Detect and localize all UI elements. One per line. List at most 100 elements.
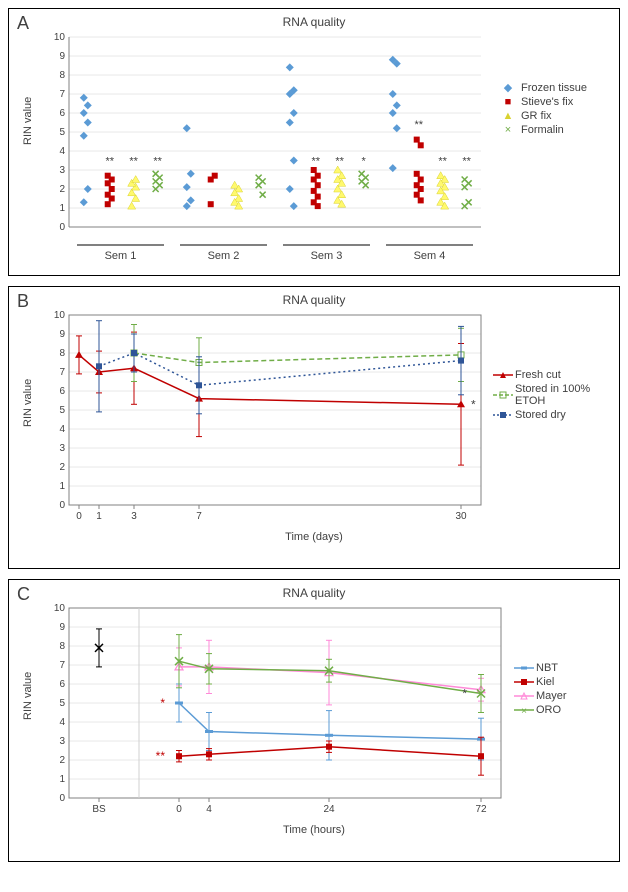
svg-text:**: ** xyxy=(105,155,114,167)
svg-text:5: 5 xyxy=(59,698,65,709)
svg-text:9: 9 xyxy=(59,329,65,340)
svg-text:3: 3 xyxy=(59,165,65,176)
panel-a: A RNA quality RIN value 012345678910****… xyxy=(8,8,620,276)
svg-text:Sem 2: Sem 2 xyxy=(208,250,240,262)
legend-frozen: ◆Frozen tissue xyxy=(499,81,609,94)
line-nbt-icon xyxy=(514,663,532,673)
svg-text:**: ** xyxy=(335,155,344,167)
svg-text:2: 2 xyxy=(59,462,65,473)
line-kiel-icon xyxy=(514,677,532,687)
svg-text:3: 3 xyxy=(59,443,65,454)
svg-text:7: 7 xyxy=(196,511,202,522)
svg-text:10: 10 xyxy=(54,603,66,614)
legend-formalin: ×Formalin xyxy=(499,124,609,136)
panel-b-plot-area: 012345678910013730* xyxy=(37,309,493,527)
svg-text:4: 4 xyxy=(59,424,65,435)
panel-b-title: RNA quality xyxy=(19,293,609,307)
panel-a-label: A xyxy=(17,13,29,34)
panel-c-title: RNA quality xyxy=(19,586,609,600)
panel-b-label: B xyxy=(17,291,29,312)
svg-text:Sem 3: Sem 3 xyxy=(311,250,343,262)
svg-text:**: ** xyxy=(153,155,162,167)
svg-text:10: 10 xyxy=(54,310,66,321)
line-oro-icon: × xyxy=(514,705,532,715)
svg-text:×: × xyxy=(521,706,527,715)
svg-text:0: 0 xyxy=(59,222,65,233)
svg-text:72: 72 xyxy=(475,804,487,815)
panel-c-label: C xyxy=(17,584,30,605)
svg-text:6: 6 xyxy=(59,108,65,119)
legend-fresh: Fresh cut xyxy=(493,369,609,381)
svg-text:7: 7 xyxy=(59,367,65,378)
svg-text:1: 1 xyxy=(59,203,65,214)
legend-gr: ▲GR fix xyxy=(499,110,609,122)
panel-a-legend: ◆Frozen tissue ■Stieve's fix ▲GR fix ×Fo… xyxy=(499,31,609,241)
triangle-icon: ▲ xyxy=(499,110,517,122)
panel-c-svg: 012345678910BS042472**** xyxy=(37,602,507,820)
svg-text:8: 8 xyxy=(59,70,65,81)
cross-icon: × xyxy=(499,124,517,136)
svg-text:**: ** xyxy=(156,749,166,763)
svg-text:1: 1 xyxy=(96,511,102,522)
svg-text:*: * xyxy=(160,696,165,710)
panel-c: C RNA quality RIN value 012345678910BS04… xyxy=(8,579,620,862)
svg-text:7: 7 xyxy=(59,89,65,100)
legend-mayer: Mayer xyxy=(514,690,609,702)
svg-text:**: ** xyxy=(438,155,447,167)
panel-c-plot-area: 012345678910BS042472**** xyxy=(37,602,514,820)
panel-b-ylabel: RIN value xyxy=(22,409,34,427)
line-solid-icon xyxy=(493,370,511,380)
svg-text:9: 9 xyxy=(59,51,65,62)
svg-text:**: ** xyxy=(129,155,138,167)
svg-text:0: 0 xyxy=(176,804,182,815)
svg-text:6: 6 xyxy=(59,679,65,690)
svg-text:**: ** xyxy=(462,155,471,167)
panel-a-title: RNA quality xyxy=(19,15,609,29)
legend-stieve: ■Stieve's fix xyxy=(499,96,609,108)
svg-text:3: 3 xyxy=(131,511,137,522)
svg-text:**: ** xyxy=(311,155,320,167)
panel-b-svg: 012345678910013730* xyxy=(37,309,487,527)
svg-text:3: 3 xyxy=(59,736,65,747)
panel-a-categories: Sem 1Sem 2Sem 3Sem 4 xyxy=(37,241,627,269)
svg-text:*: * xyxy=(462,687,467,701)
svg-text:4: 4 xyxy=(59,717,65,728)
svg-text:1: 1 xyxy=(59,774,65,785)
svg-text:5: 5 xyxy=(59,127,65,138)
svg-text:0: 0 xyxy=(76,511,82,522)
panel-a-svg: 012345678910***************** xyxy=(37,31,487,241)
legend-etoh: Stored in 100% ETOH xyxy=(493,383,609,407)
svg-text:0: 0 xyxy=(59,793,65,804)
legend-nbt: NBT xyxy=(514,662,609,674)
svg-text:*: * xyxy=(471,397,476,411)
panel-a-plot-area: 012345678910***************** xyxy=(37,31,499,241)
panel-c-legend: NBT Kiel Mayer ×ORO xyxy=(514,602,609,820)
panel-b-xlabel: Time (days) xyxy=(19,531,609,543)
svg-text:4: 4 xyxy=(206,804,212,815)
square-icon: ■ xyxy=(499,96,517,108)
panel-b: B RNA quality RIN value 0123456789100137… xyxy=(8,286,620,569)
svg-text:1: 1 xyxy=(59,481,65,492)
svg-text:BS: BS xyxy=(92,804,106,815)
svg-text:30: 30 xyxy=(455,511,467,522)
svg-text:**: ** xyxy=(414,119,423,131)
svg-text:2: 2 xyxy=(59,184,65,195)
svg-text:2: 2 xyxy=(59,755,65,766)
svg-text:*: * xyxy=(361,155,366,167)
svg-text:6: 6 xyxy=(59,386,65,397)
line-dash-icon xyxy=(493,390,511,400)
legend-dry: Stored dry xyxy=(493,409,609,421)
svg-text:5: 5 xyxy=(59,405,65,416)
legend-oro: ×ORO xyxy=(514,704,609,716)
svg-text:24: 24 xyxy=(323,804,335,815)
svg-text:8: 8 xyxy=(59,348,65,359)
legend-kiel: Kiel xyxy=(514,676,609,688)
panel-c-ylabel: RIN value xyxy=(22,702,34,720)
svg-text:9: 9 xyxy=(59,622,65,633)
panel-b-legend: Fresh cut Stored in 100% ETOH Stored dry xyxy=(493,309,609,527)
panel-a-ylabel: RIN value xyxy=(22,127,34,145)
svg-text:Sem 4: Sem 4 xyxy=(414,250,446,262)
line-mayer-icon xyxy=(514,691,532,701)
svg-text:10: 10 xyxy=(54,32,66,43)
svg-text:7: 7 xyxy=(59,660,65,671)
